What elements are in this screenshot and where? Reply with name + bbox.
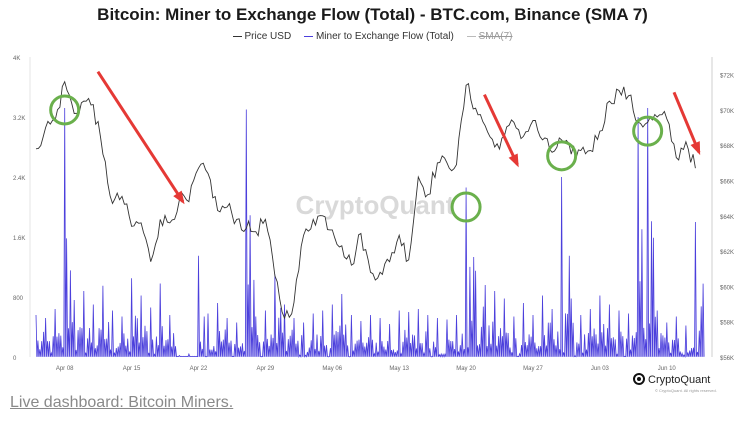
legend-label-price: Price USD	[244, 31, 292, 42]
legend-item-price[interactable]: Price USD	[232, 31, 292, 42]
x-tick-label: Jun 03	[591, 366, 610, 372]
legend-item-flow[interactable]: Miner to Exchange Flow (Total)	[303, 31, 454, 42]
y-right-tick-label: $62K	[720, 250, 734, 256]
x-tick-label: Apr 08	[56, 366, 74, 372]
legend-swatch-price	[232, 35, 242, 37]
legend-label-flow: Miner to Exchange Flow (Total)	[315, 31, 454, 42]
y-right-tick-label: $72K	[720, 74, 734, 80]
y-right-tick-label: $66K	[720, 180, 734, 186]
annotation-arrowhead	[508, 153, 519, 168]
highlight-circle	[546, 140, 578, 172]
highlight-circle	[632, 115, 664, 147]
legend-swatch-flow	[303, 35, 313, 37]
y-left-tick-label: 0	[13, 356, 17, 362]
chart-title: Bitcoin: Miner to Exchange Flow (Total) …	[97, 5, 648, 24]
annotation-arrowhead	[173, 190, 185, 205]
y-left-tick-label: 2.4K	[13, 176, 25, 182]
watermark: CryptoQuant	[296, 190, 455, 220]
brand-name: CryptoQuant	[648, 374, 711, 386]
annotation-arrow	[96, 70, 185, 203]
cryptoquant-logo-icon	[633, 373, 645, 385]
y-right-tick-label: $60K	[720, 285, 734, 291]
brand-copyright: © CryptoQuant. All rights reserved.	[655, 388, 717, 393]
flow-series-line	[35, 107, 705, 359]
price-series-line	[35, 80, 696, 320]
y-left-tick-label: 3.2K	[13, 116, 25, 122]
y-left-tick-label: 4K	[13, 56, 20, 62]
y-left-tick-label: 1.6K	[13, 236, 25, 242]
legend-label-sma: SMA(7)	[478, 31, 513, 42]
y-right-tick-label: $58K	[720, 321, 734, 327]
highlight-circle	[49, 94, 81, 126]
highlight-circle	[450, 191, 482, 223]
annotation-arrowhead	[690, 141, 701, 156]
y-right-tick-label: $64K	[720, 215, 734, 221]
x-tick-label: May 06	[322, 366, 342, 372]
x-tick-label: Apr 22	[190, 366, 208, 372]
brand-logo: CryptoQuant	[633, 373, 710, 386]
annotation-arrow	[483, 94, 519, 166]
y-left-tick-label: 800	[13, 296, 24, 302]
x-tick-label: May 13	[389, 366, 409, 372]
x-tick-label: May 27	[523, 366, 543, 372]
chart-canvas: CryptoQuant 0 800 1.6K 2.4K 3.2K 4K $56K $58K $60…	[13, 56, 734, 372]
y-right-tick-label: $56K	[720, 356, 734, 362]
chart-legend: Price USD Miner to Exchange Flow (Total)…	[0, 31, 745, 42]
x-tick-label: May 20	[456, 366, 476, 372]
annotation-arrow	[672, 91, 701, 153]
live-dashboard-link[interactable]: Live dashboard: Bitcoin Miners.	[10, 394, 234, 411]
y-right-tick-label: $70K	[720, 109, 734, 115]
x-tick-label: Apr 29	[257, 366, 275, 372]
x-tick-label: Apr 15	[123, 366, 141, 372]
x-tick-label: Jun 10	[658, 366, 677, 372]
y-right-tick-label: $68K	[720, 144, 734, 150]
legend-item-sma[interactable]: SMA(7)	[466, 31, 513, 42]
legend-swatch-sma	[466, 35, 476, 37]
